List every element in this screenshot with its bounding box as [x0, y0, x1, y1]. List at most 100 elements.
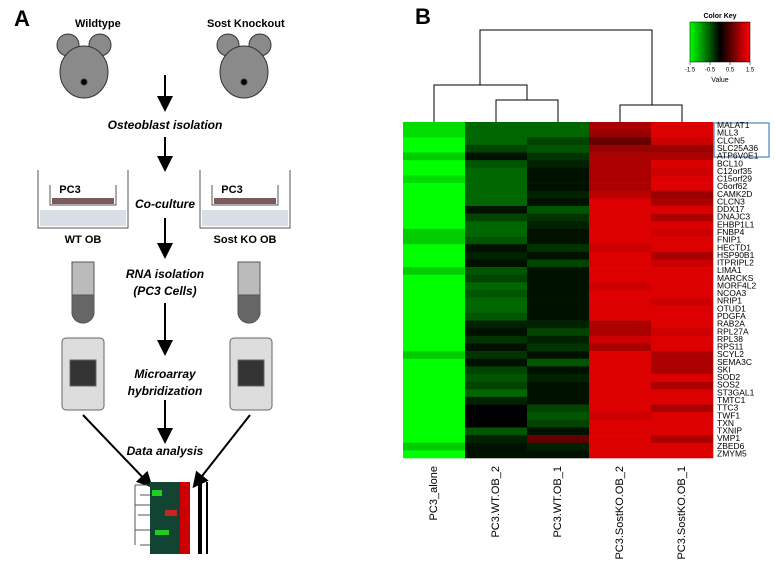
heatmap-cell	[465, 190, 528, 199]
heatmap-cell	[589, 137, 652, 146]
column-label: PC3.SostKO.OB_2	[614, 466, 626, 560]
mouse-label: Sost Knockout	[207, 18, 285, 30]
heatmap-cell	[527, 442, 590, 451]
heatmap-cell	[465, 213, 528, 222]
heatmap-cell	[403, 259, 466, 268]
row-label: ST3GAL1	[717, 387, 755, 397]
row-label: BCL10	[717, 158, 743, 168]
heatmap-cell	[403, 374, 466, 382]
heatmap-cell	[465, 221, 528, 230]
heatmap-cell	[527, 343, 590, 352]
heatmap-cell	[403, 396, 466, 405]
heatmap-cell	[403, 442, 466, 451]
heatmap-cell	[465, 160, 528, 169]
heatmap-cell	[527, 213, 590, 222]
heatmap-cell	[403, 297, 466, 306]
row-label: MLL3	[717, 128, 739, 138]
row-label: HECTD1	[717, 242, 751, 252]
row-label: ITPRIPL2	[717, 258, 754, 268]
heatmap-cell	[403, 152, 466, 161]
heatmap-cell	[589, 328, 652, 337]
heatmap-cell	[651, 122, 714, 130]
heatmap-cell	[589, 175, 652, 184]
heatmap-cell	[527, 274, 590, 283]
arrow	[192, 414, 251, 489]
heatmap-cell	[527, 396, 590, 405]
row-label: RPL27A	[717, 326, 749, 336]
row-label: SLC25A36	[717, 143, 758, 153]
heatmap-cell	[589, 160, 652, 169]
heatmap-cell	[651, 328, 714, 337]
heatmap-cell	[589, 374, 652, 382]
heatmap-cell	[403, 228, 466, 237]
row-label: FNBP4	[717, 227, 745, 237]
row-label: MARCKS	[717, 273, 754, 283]
row-label: C15orf29	[717, 174, 752, 184]
key-tick-label: -0.5	[705, 68, 716, 74]
heatmap-cell	[527, 152, 590, 161]
heatmap-cell	[589, 305, 652, 314]
heatmap-cell	[465, 206, 528, 214]
row-label: HSP90B1	[717, 250, 755, 260]
heatmap-cell	[651, 251, 714, 260]
heatmap-cell	[589, 419, 652, 428]
heatmap-cell	[465, 343, 528, 352]
mouse-label: Wildtype	[75, 18, 121, 30]
heatmap-cell	[651, 175, 714, 184]
heatmap-cell	[651, 343, 714, 352]
heatmap-cell	[465, 251, 528, 260]
row-label: ZMYM5	[717, 448, 747, 458]
key-title: Color Key	[703, 13, 736, 20]
well-label: PC3	[221, 184, 242, 196]
heatmap-cell	[465, 282, 528, 291]
heatmap-cell	[589, 183, 652, 192]
heatmap-cell	[403, 267, 466, 276]
heatmap-cell	[527, 328, 590, 337]
chip-icon	[61, 337, 273, 411]
heatmap-cell	[589, 144, 652, 153]
heatmap-cell	[465, 374, 528, 382]
heatmap-cell	[527, 167, 590, 176]
heatmap-cell	[403, 404, 466, 413]
heatmap-cell	[465, 305, 528, 314]
heatmap-cell	[589, 366, 652, 375]
row-label: CLCN3	[717, 196, 745, 206]
step-label: hybridization	[128, 384, 203, 398]
heatmap-cell	[527, 137, 590, 146]
heatmap-cell	[465, 167, 528, 176]
heatmap-cell	[589, 267, 652, 276]
heatmap-cell	[403, 122, 466, 130]
heatmap-cell	[465, 450, 528, 459]
culture-well	[37, 170, 291, 229]
heatmap-cell	[465, 198, 528, 207]
heatmap-cell	[465, 366, 528, 375]
heatmap-cell	[651, 427, 714, 436]
step-label: Osteoblast isolation	[108, 118, 223, 132]
heatmap-cell	[589, 290, 652, 298]
heatmap-cell	[403, 366, 466, 375]
heatmap-cell	[403, 305, 466, 314]
heatmap-cell	[527, 236, 590, 245]
heatmap-cell	[465, 427, 528, 436]
heatmap-cell	[465, 274, 528, 283]
heatmap-cell	[465, 297, 528, 306]
heatmap-cell	[589, 320, 652, 329]
heatmap-cell	[403, 343, 466, 352]
heatmap-cell	[527, 358, 590, 367]
heatmap-cell	[403, 412, 466, 421]
heatmap-cell	[589, 221, 652, 230]
heatmap-cell	[651, 244, 714, 253]
heatmap-cell	[403, 190, 466, 199]
row-label: NRIP1	[717, 296, 742, 306]
heatmap-cell	[527, 335, 590, 344]
heatmap-cell	[527, 282, 590, 291]
heatmap-cell	[527, 297, 590, 306]
row-label: RPS11	[717, 342, 744, 352]
well-label: PC3	[59, 184, 80, 196]
heatmap-cell	[465, 358, 528, 367]
heatmap-cell	[527, 221, 590, 230]
key-tick-label: 0.5	[726, 68, 735, 74]
heatmap-cell	[465, 335, 528, 344]
step-label: Data analysis	[127, 444, 204, 458]
row-label: RAB2A	[717, 319, 745, 329]
